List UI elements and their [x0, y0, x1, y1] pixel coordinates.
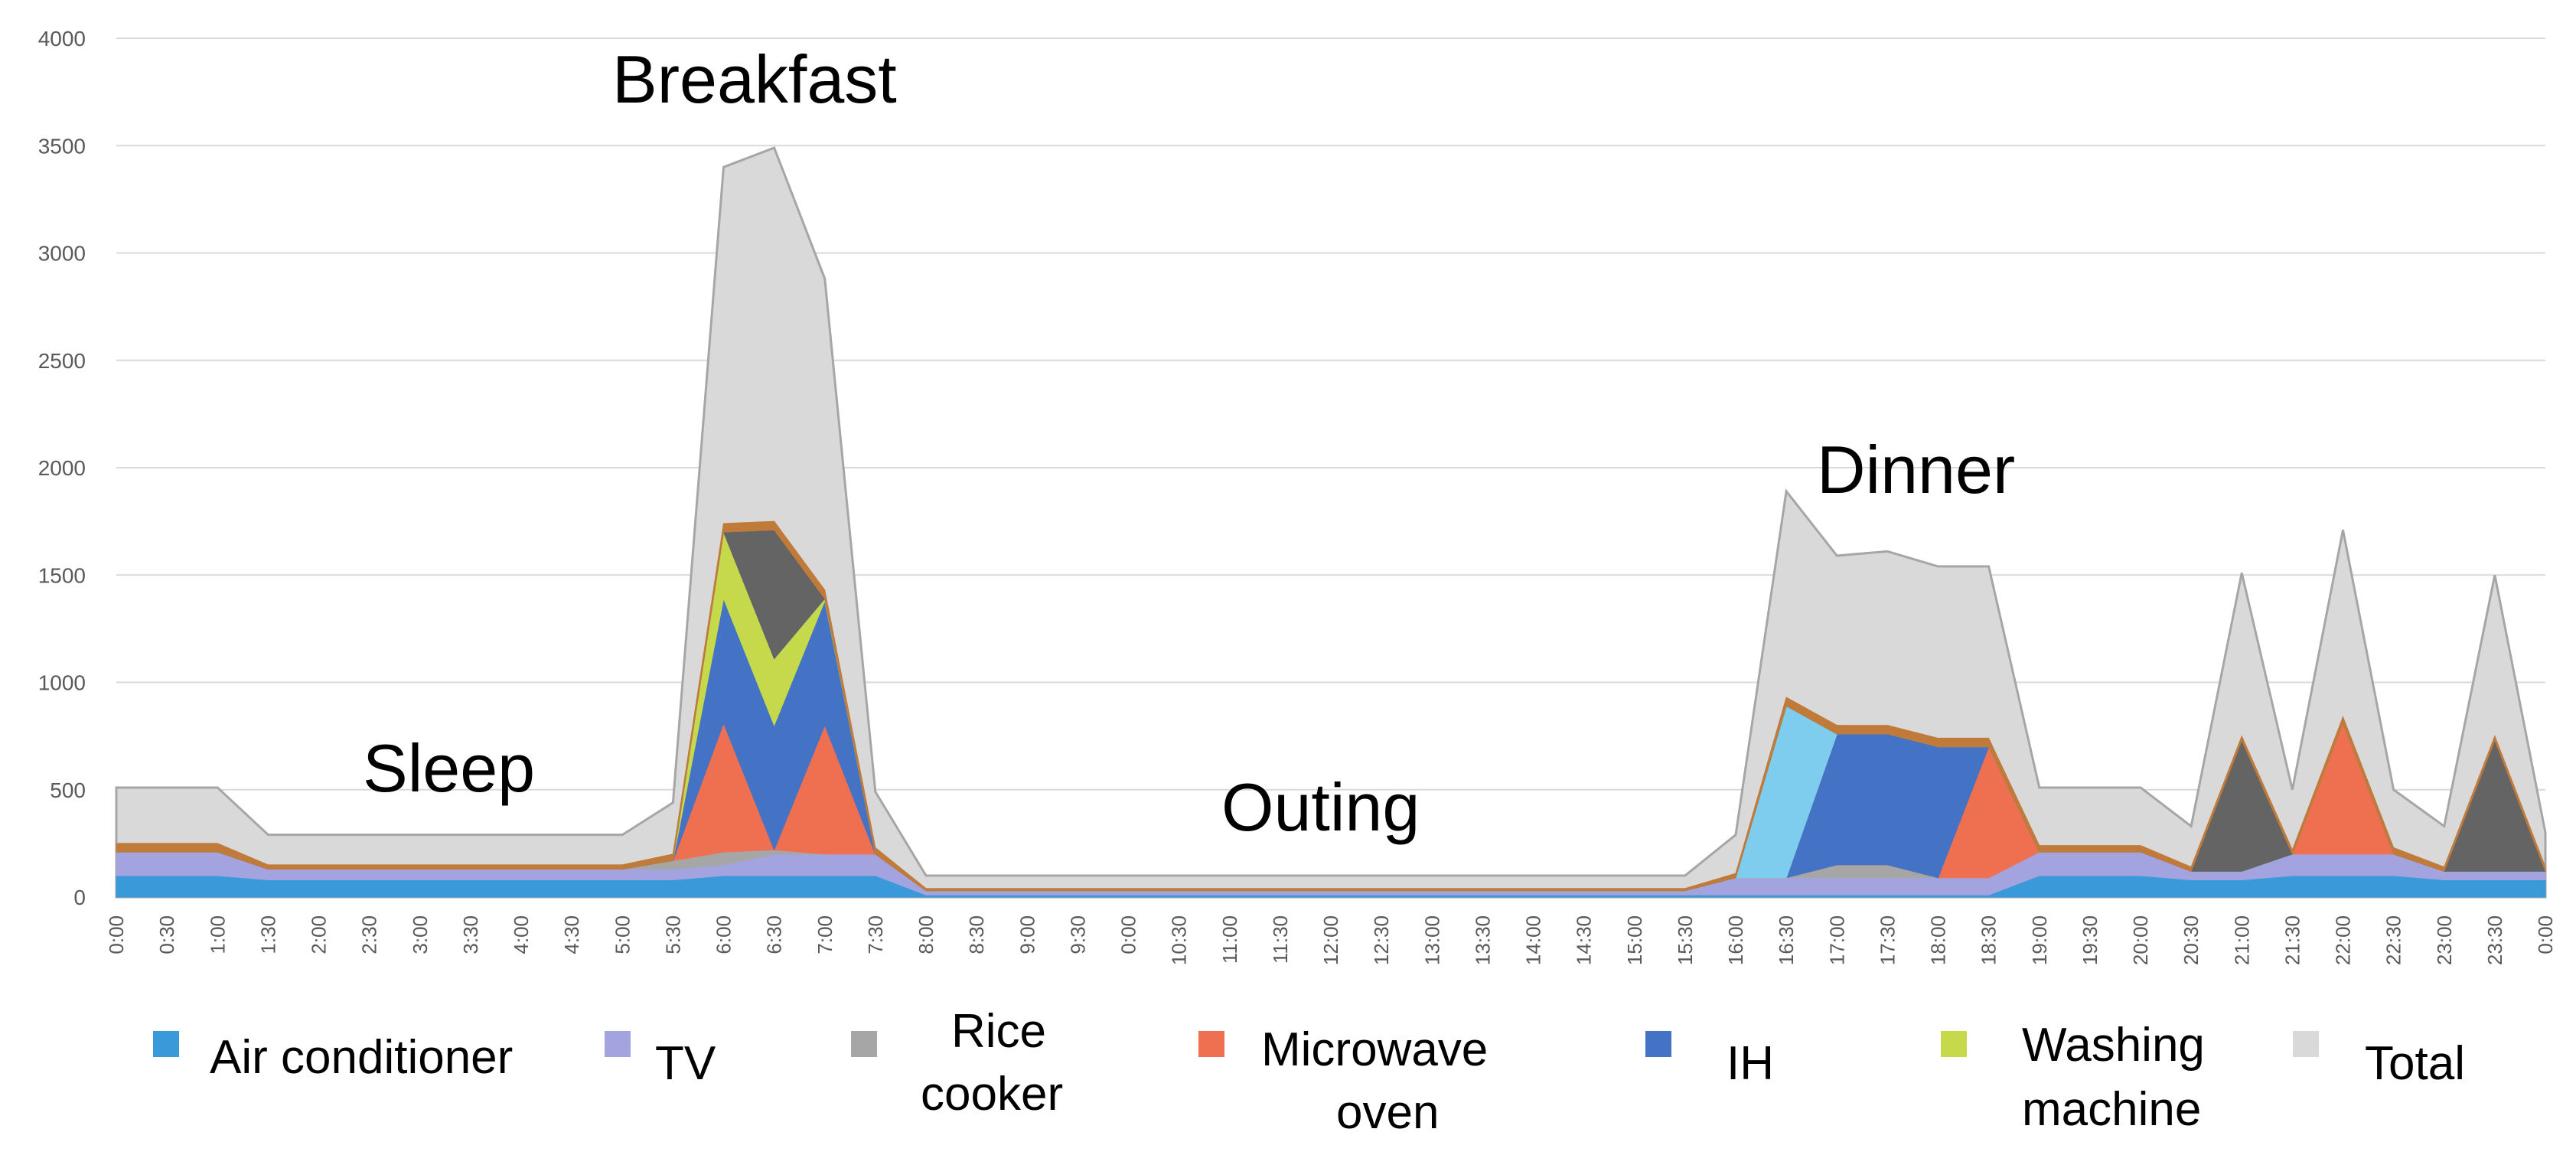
- x-tick-label: 13:30: [1471, 915, 1494, 965]
- x-tick-label: 11:30: [1269, 915, 1292, 964]
- x-tick-label: 18:00: [1927, 915, 1950, 965]
- x-tick-label: 2:00: [308, 915, 331, 954]
- x-tick-label: 1:30: [256, 915, 279, 954]
- x-tick-label: 8:30: [965, 915, 988, 954]
- x-tick-label: 14:30: [1573, 915, 1596, 965]
- legend-swatch-ih: [1645, 1031, 1671, 1057]
- x-tick-label: 6:00: [712, 915, 735, 954]
- x-tick-label: 5:00: [611, 915, 634, 954]
- legend-swatch-air-conditioner: [153, 1031, 179, 1057]
- legend-label-rice-cooker-line1: Rice: [951, 1005, 1046, 1058]
- x-tick-label: 0:00: [105, 915, 128, 954]
- legend-item-microwave-oven: Microwave oven: [1198, 1023, 1488, 1139]
- x-tick-label: 17:30: [1876, 915, 1899, 965]
- x-tick-label: 23:00: [2433, 915, 2456, 965]
- x-tick-label: 17:00: [1825, 915, 1848, 965]
- x-tick-label: 21:30: [2281, 915, 2304, 965]
- legend-label-tv: TV: [655, 1037, 716, 1090]
- x-tick-label: 9:30: [1066, 915, 1089, 954]
- y-tick-label: 3000: [38, 242, 86, 266]
- plot-areas: [115, 146, 2547, 899]
- x-tick-label: 21:00: [2230, 915, 2253, 965]
- x-tick-label: 16:30: [1775, 915, 1798, 965]
- legend-item-washing-machine: Washing machine: [1941, 1019, 2205, 1136]
- y-tick-label: 2500: [38, 349, 86, 373]
- x-tick-label: 15:30: [1674, 915, 1697, 965]
- x-tick-label: 14:00: [1522, 915, 1545, 965]
- x-tick-label: 7:30: [864, 915, 887, 954]
- x-tick-label: 9:00: [1016, 915, 1039, 954]
- x-tick-label: 22:30: [2382, 915, 2405, 965]
- x-tick-label: 15:00: [1623, 915, 1646, 965]
- annotation-breakfast: Breakfast: [612, 41, 897, 117]
- legend-label-total: Total: [2365, 1037, 2465, 1090]
- x-tick-label: 20:30: [2180, 915, 2203, 965]
- legend-label-washing-machine-line2: machine: [2022, 1083, 2201, 1136]
- legend-swatch-tv: [605, 1031, 631, 1057]
- y-tick-label: 1500: [38, 563, 86, 587]
- legend-item-air-conditioner: Air conditioner: [153, 1031, 513, 1084]
- x-tick-label: 5:30: [661, 915, 684, 954]
- x-tick-label: 19:00: [2028, 915, 2051, 965]
- legend-swatch-rice-cooker: [851, 1031, 877, 1057]
- y-tick-label: 3500: [38, 134, 86, 158]
- x-tick-label: 3:00: [409, 915, 432, 954]
- legend-label-rice-cooker-line2: cooker: [921, 1068, 1063, 1121]
- x-tick-label: 4:30: [560, 915, 583, 954]
- annotation-sleep: Sleep: [363, 730, 535, 806]
- x-tick-label: 12:00: [1319, 915, 1342, 965]
- x-tick-label: 6:30: [763, 915, 786, 954]
- x-tick-label: 16:00: [1724, 915, 1747, 965]
- legend-label-microwave-oven-line1: Microwave: [1261, 1023, 1488, 1076]
- area-other-small: [116, 520, 2546, 892]
- x-tick-label: 3:30: [459, 915, 482, 954]
- y-tick-label: 0: [73, 886, 86, 909]
- legend-item-rice-cooker: Rice cooker: [851, 1005, 1063, 1121]
- legend-item-ih: IH: [1645, 1031, 1774, 1090]
- legend-label-microwave-oven-line2: oven: [1336, 1086, 1439, 1139]
- x-tick-label: 12:30: [1370, 915, 1393, 965]
- legend-swatch-washing-machine: [1941, 1031, 1967, 1057]
- x-tick-label: 0:00: [2534, 915, 2557, 954]
- legend-swatch-total: [2293, 1031, 2319, 1057]
- legend-item-total: Total: [2293, 1031, 2465, 1090]
- x-tick-label: 1:00: [206, 915, 229, 954]
- x-axis-ticks: 0:00 0:30 1:00 1:30 2:00 2:30 3:00 3:30 4:00 4:30…: [105, 915, 2557, 965]
- x-tick-label: 23:30: [2483, 915, 2506, 965]
- annotation-outing: Outing: [1221, 769, 1420, 845]
- legend-label-ih: IH: [1727, 1037, 1774, 1090]
- x-tick-label: 19:30: [2079, 915, 2102, 965]
- x-tick-label: 18:30: [1978, 915, 2000, 965]
- x-tick-label: 22:00: [2332, 915, 2355, 965]
- y-tick-label: 4000: [38, 27, 86, 51]
- y-tick-label: 500: [50, 778, 86, 802]
- y-tick-label: 1000: [38, 671, 86, 695]
- x-tick-label: 20:00: [2129, 915, 2152, 965]
- y-axis-ticks: 0 500 1000 1500 2000 2500 3000 3500 4000: [38, 27, 86, 909]
- y-tick-label: 2000: [38, 456, 86, 480]
- x-tick-label: 7:00: [814, 915, 836, 954]
- x-tick-label: 4:00: [510, 915, 533, 954]
- legend-label-air-conditioner: Air conditioner: [210, 1031, 513, 1084]
- x-tick-label: 10:30: [1168, 915, 1191, 965]
- legend: Air conditioner TV Rice cooker Microwave…: [153, 1005, 2465, 1139]
- x-tick-label: 13:00: [1420, 915, 1443, 965]
- x-tick-label: 2:30: [358, 915, 381, 954]
- legend-label-washing-machine-line1: Washing: [2022, 1019, 2205, 1072]
- x-tick-label: 0:00: [1117, 915, 1140, 954]
- x-tick-label: 0:30: [155, 915, 178, 954]
- legend-item-tv: TV: [605, 1031, 716, 1090]
- x-tick-label: 8:00: [915, 915, 937, 954]
- x-tick-label: 11:00: [1218, 915, 1241, 964]
- annotation-dinner: Dinner: [1817, 432, 2015, 507]
- legend-swatch-microwave-oven: [1198, 1031, 1224, 1057]
